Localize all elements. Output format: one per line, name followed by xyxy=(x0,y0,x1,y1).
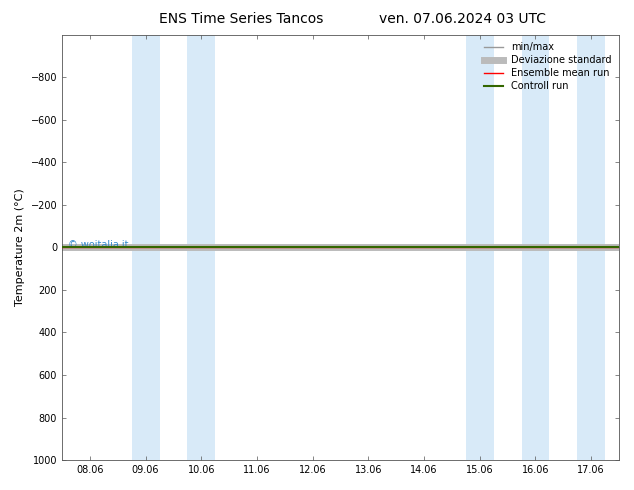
Bar xyxy=(577,35,605,460)
Bar xyxy=(522,35,550,460)
Bar xyxy=(466,35,494,460)
Y-axis label: Temperature 2m (°C): Temperature 2m (°C) xyxy=(15,189,25,306)
Text: ENS Time Series Tancos: ENS Time Series Tancos xyxy=(158,12,323,26)
Bar xyxy=(132,35,160,460)
Text: ven. 07.06.2024 03 UTC: ven. 07.06.2024 03 UTC xyxy=(379,12,547,26)
Bar xyxy=(188,35,215,460)
Legend: min/max, Deviazione standard, Ensemble mean run, Controll run: min/max, Deviazione standard, Ensemble m… xyxy=(481,40,614,94)
Text: © woitalia.it: © woitalia.it xyxy=(68,240,128,250)
